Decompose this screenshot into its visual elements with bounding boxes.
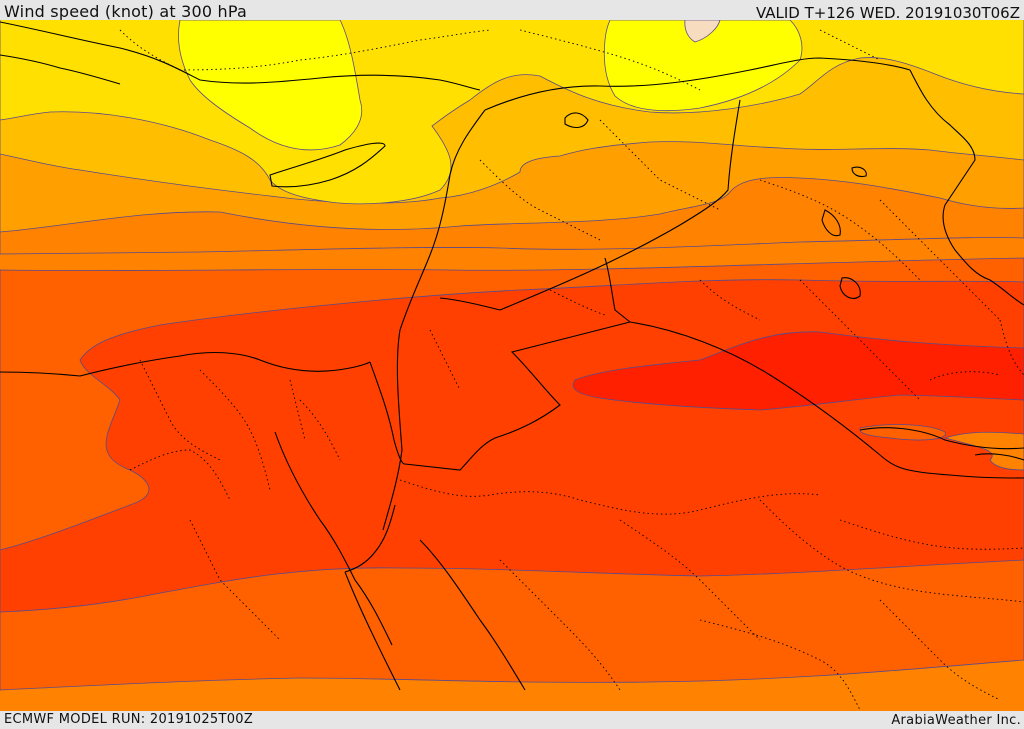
map-footer: ECMWF MODEL RUN: 20191025T00Z ArabiaWeat…: [0, 711, 1024, 729]
credit-label: ArabiaWeather Inc.: [891, 713, 1021, 728]
valid-time-label: VALID T+126 WED. 20191030T06Z: [755, 4, 1020, 22]
wind-speed-map[interactable]: [0, 20, 1024, 711]
band-orange-lobe: [943, 431, 1024, 471]
map-canvas: [0, 20, 1024, 711]
map-header: Wind speed (knot) at 300 hPa VALID T+126…: [0, 0, 1024, 22]
country-borders: [0, 21, 1024, 691]
province-borders: [119, 29, 1024, 711]
model-run-label: ECMWF MODEL RUN: 20191025T00Z: [4, 712, 254, 727]
band-red-core: [572, 331, 1024, 411]
band-yellow-west: [178, 20, 363, 151]
band-red-orange: [0, 279, 1024, 613]
band-cream: [684, 20, 721, 43]
band-orange-dark-lobe: [859, 424, 946, 441]
band-yellow-east: [603, 20, 803, 112]
map-title: Wind speed (knot) at 300 hPa: [4, 2, 248, 21]
